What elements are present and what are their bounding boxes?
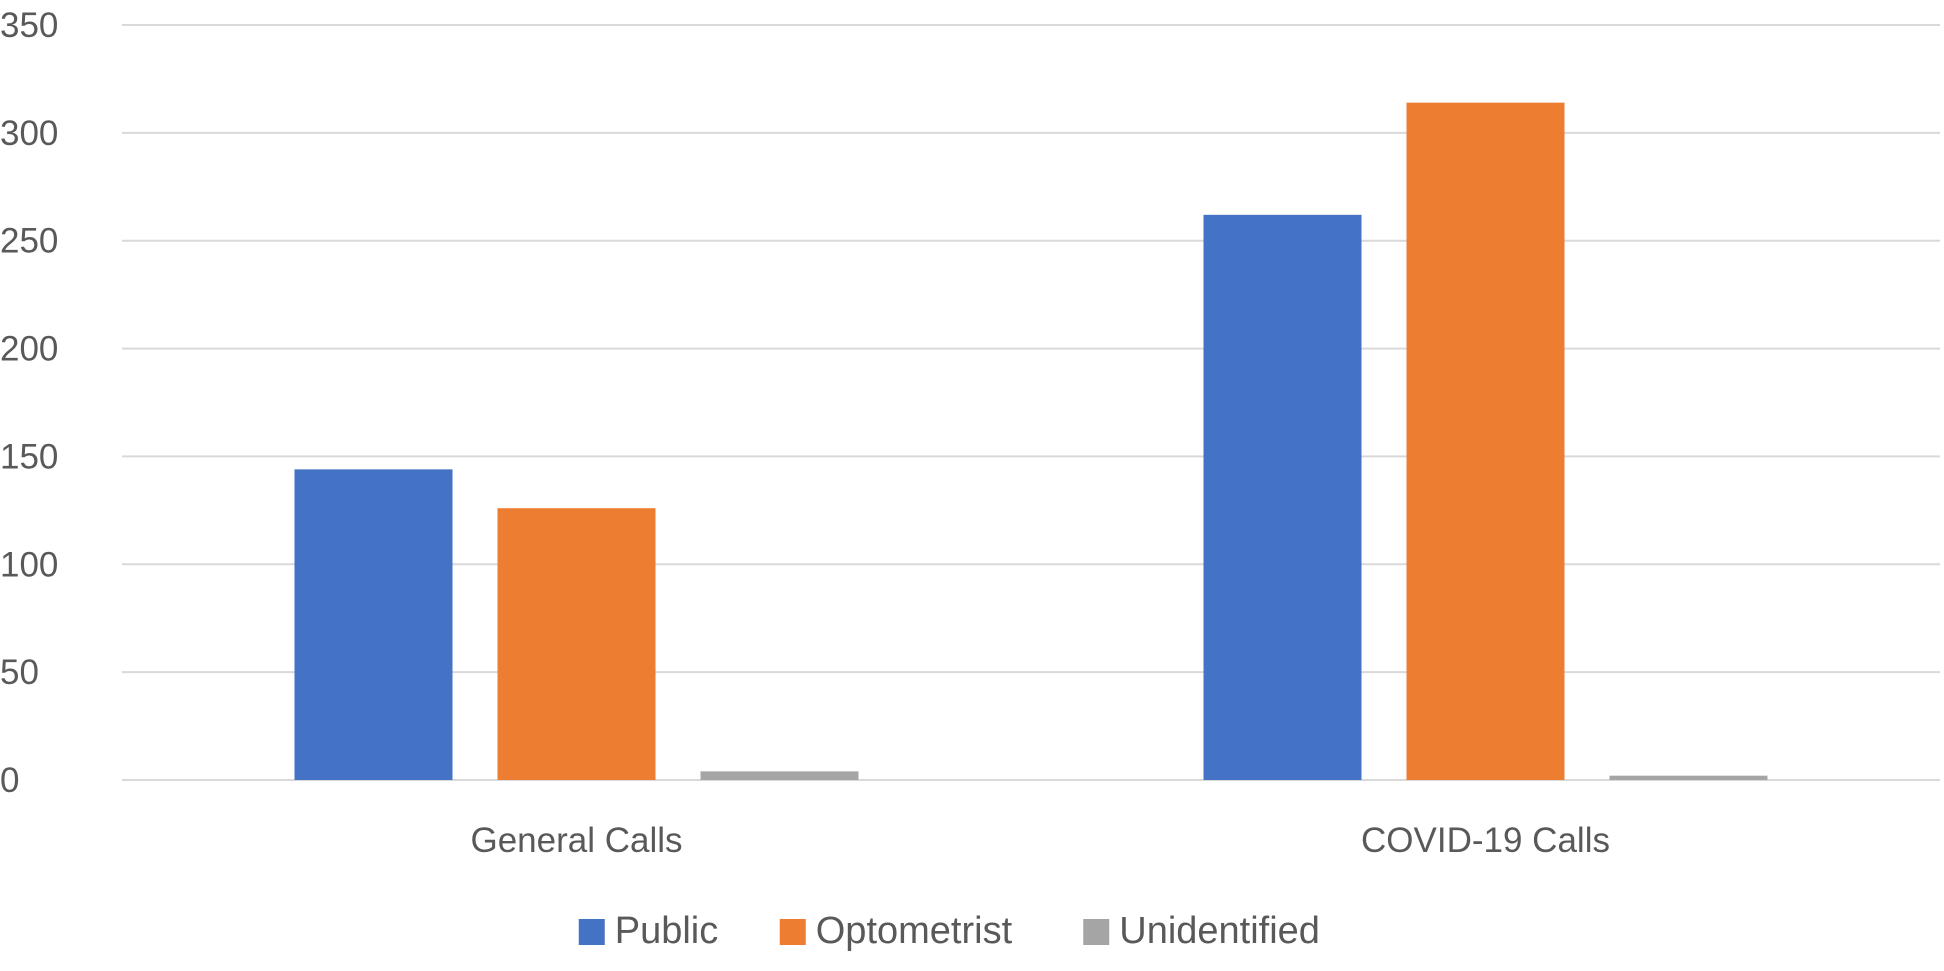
legend-swatch-optometrist	[779, 919, 806, 945]
y-tick-label: 250	[0, 222, 58, 261]
bar-unidentified-general-calls	[700, 771, 859, 780]
legend-label-unidentified: Unidentified	[1119, 910, 1320, 952]
legend-swatch-public	[578, 919, 605, 945]
y-tick-label: 200	[0, 330, 58, 369]
x-category-label: General Calls	[470, 821, 682, 860]
bar-public-general-calls	[294, 469, 453, 780]
legend: Public Optometrist Unidentified	[578, 910, 1320, 952]
y-axis-ticks: 0 50 100 150 200 250 300 350	[0, 6, 58, 800]
y-tick-label: 0	[0, 761, 19, 800]
legend-label-public: Public	[615, 910, 719, 952]
legend-label-optometrist: Optometrist	[816, 910, 1013, 952]
y-tick-label: 50	[0, 653, 39, 692]
y-tick-label: 100	[0, 545, 58, 584]
bars	[294, 102, 1768, 781]
x-category-label: COVID-19 Calls	[1361, 821, 1610, 860]
bar-optometrist-general-calls	[497, 508, 656, 780]
bar-optometrist-covid-19-calls	[1406, 102, 1565, 780]
legend-swatch-unidentified	[1083, 919, 1110, 945]
y-tick-label: 350	[0, 6, 58, 45]
bar-public-covid-19-calls	[1203, 214, 1362, 781]
y-tick-label: 150	[0, 437, 58, 476]
y-tick-label: 300	[0, 114, 58, 153]
x-axis-categories: General Calls COVID-19 Calls	[470, 821, 1610, 860]
bar-unidentified-covid-19-calls	[1609, 775, 1768, 780]
